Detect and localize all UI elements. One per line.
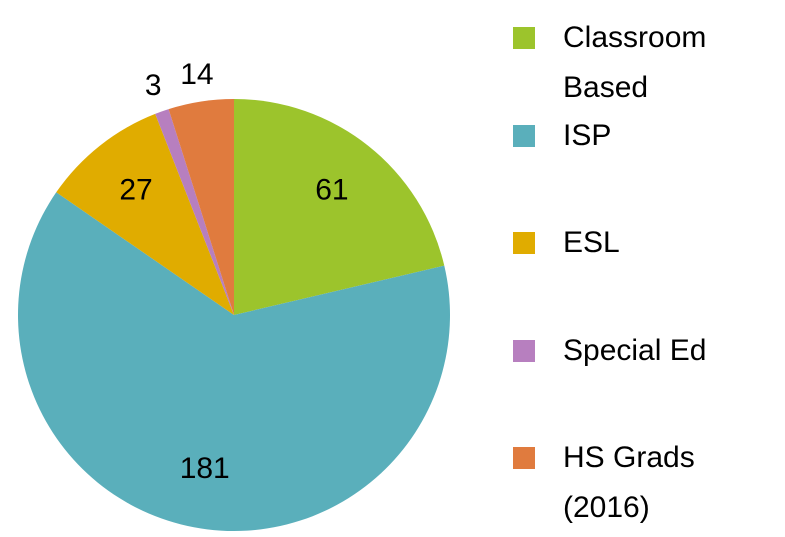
data-label: 27 [119,173,152,206]
pie-slice [155,109,234,315]
legend-swatch [513,232,535,254]
legend-label: HS Grads (2016) [563,441,695,524]
pie-slice [234,99,445,315]
data-label: 3 [145,69,162,102]
data-label: 14 [180,58,213,91]
legend-label: Classroom Based [563,21,707,104]
legend-item: ESL [513,218,763,268]
legend-item: ISP [513,111,763,161]
legend-label: ISP [563,119,612,152]
legend-swatch [513,340,535,362]
pie-slice [56,113,234,316]
pie-slice [18,192,451,531]
data-label: 61 [315,173,348,206]
legend-label: Special Ed [563,334,707,367]
legend-label: ESL [563,226,620,259]
legend-item: Special Ed [513,326,763,376]
legend-swatch [513,447,535,469]
legend-item: HS Grads (2016) [513,433,763,533]
pie-slice [168,99,234,315]
data-label: 181 [180,452,230,485]
legend-swatch [513,125,535,147]
legend-item: Classroom Based [513,13,763,113]
legend-swatch [513,27,535,49]
